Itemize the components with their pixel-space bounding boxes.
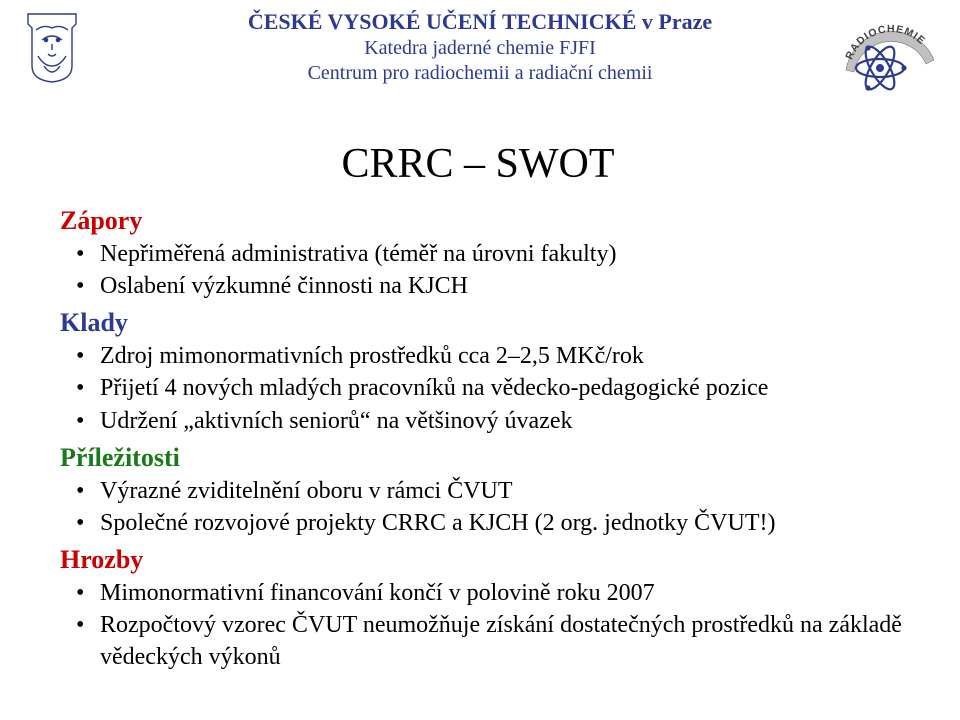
section-heading-hrozby: Hrozby	[60, 545, 920, 575]
section-heading-prilezitosti: Příležitosti	[60, 443, 920, 473]
slide-header: ČESKÉ VYSOKÉ UČENÍ TECHNICKÉ v Praze Kat…	[0, 0, 960, 110]
header-line-3: Centrum pro radiochemii a radiační chemi…	[0, 61, 960, 86]
list-item: Udržení „aktivních seniorů“ na většinový…	[66, 405, 920, 437]
bullet-list-klady: Zdroj mimonormativních prostředků cca 2–…	[66, 340, 920, 436]
section-heading-zapory: Zápory	[60, 206, 920, 236]
section-heading-klady: Klady	[60, 308, 920, 338]
list-item: Nepřiměřená administrativa (téměř na úro…	[66, 238, 920, 270]
radiochemie-badge: RADIOCHEMIE	[834, 10, 944, 102]
list-item: Zdroj mimonormativních prostředků cca 2–…	[66, 340, 920, 372]
list-item: Rozpočtový vzorec ČVUT neumožňuje získán…	[66, 609, 920, 673]
header-line-1: ČESKÉ VYSOKÉ UČENÍ TECHNICKÉ v Praze	[0, 8, 960, 36]
bullet-list-zapory: Nepřiměřená administrativa (téměř na úro…	[66, 238, 920, 302]
bullet-list-hrozby: Mimonormativní financování končí v polov…	[66, 577, 920, 673]
cvut-lion-logo	[22, 10, 82, 84]
svg-text:RADIOCHEMIE: RADIOCHEMIE	[843, 23, 928, 61]
list-item: Výrazné zviditelnění oboru v rámci ČVUT	[66, 475, 920, 507]
badge-arc-text: RADIOCHEMIE	[843, 23, 928, 61]
header-line-2: Katedra jaderné chemie FJFI	[0, 36, 960, 61]
list-item: Společné rozvojové projekty CRRC a KJCH …	[66, 507, 920, 539]
list-item: Oslabení výzkumné činnosti na KJCH	[66, 270, 920, 302]
slide-body: CRRC – SWOT Zápory Nepřiměřená administr…	[66, 140, 920, 680]
list-item: Přijetí 4 nových mladých pracovníků na v…	[66, 372, 920, 404]
slide-title: CRRC – SWOT	[36, 140, 920, 188]
header-text-block: ČESKÉ VYSOKÉ UČENÍ TECHNICKÉ v Praze Kat…	[0, 0, 960, 86]
list-item: Mimonormativní financování končí v polov…	[66, 577, 920, 609]
bullet-list-prilezitosti: Výrazné zviditelnění oboru v rámci ČVUT …	[66, 475, 920, 539]
